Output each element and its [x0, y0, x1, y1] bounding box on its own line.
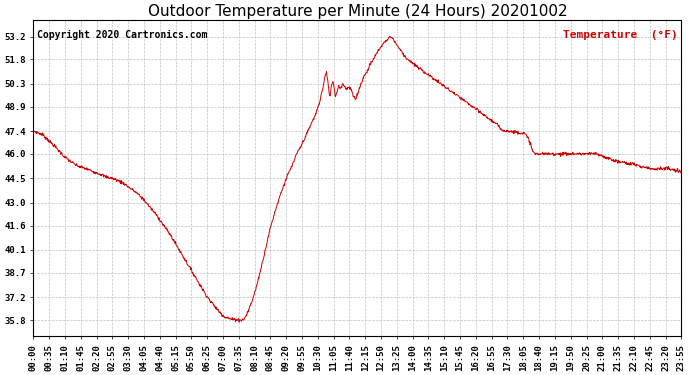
- Text: Temperature  (°F): Temperature (°F): [563, 30, 678, 40]
- Text: Copyright 2020 Cartronics.com: Copyright 2020 Cartronics.com: [37, 30, 207, 40]
- Title: Outdoor Temperature per Minute (24 Hours) 20201002: Outdoor Temperature per Minute (24 Hours…: [148, 4, 567, 19]
